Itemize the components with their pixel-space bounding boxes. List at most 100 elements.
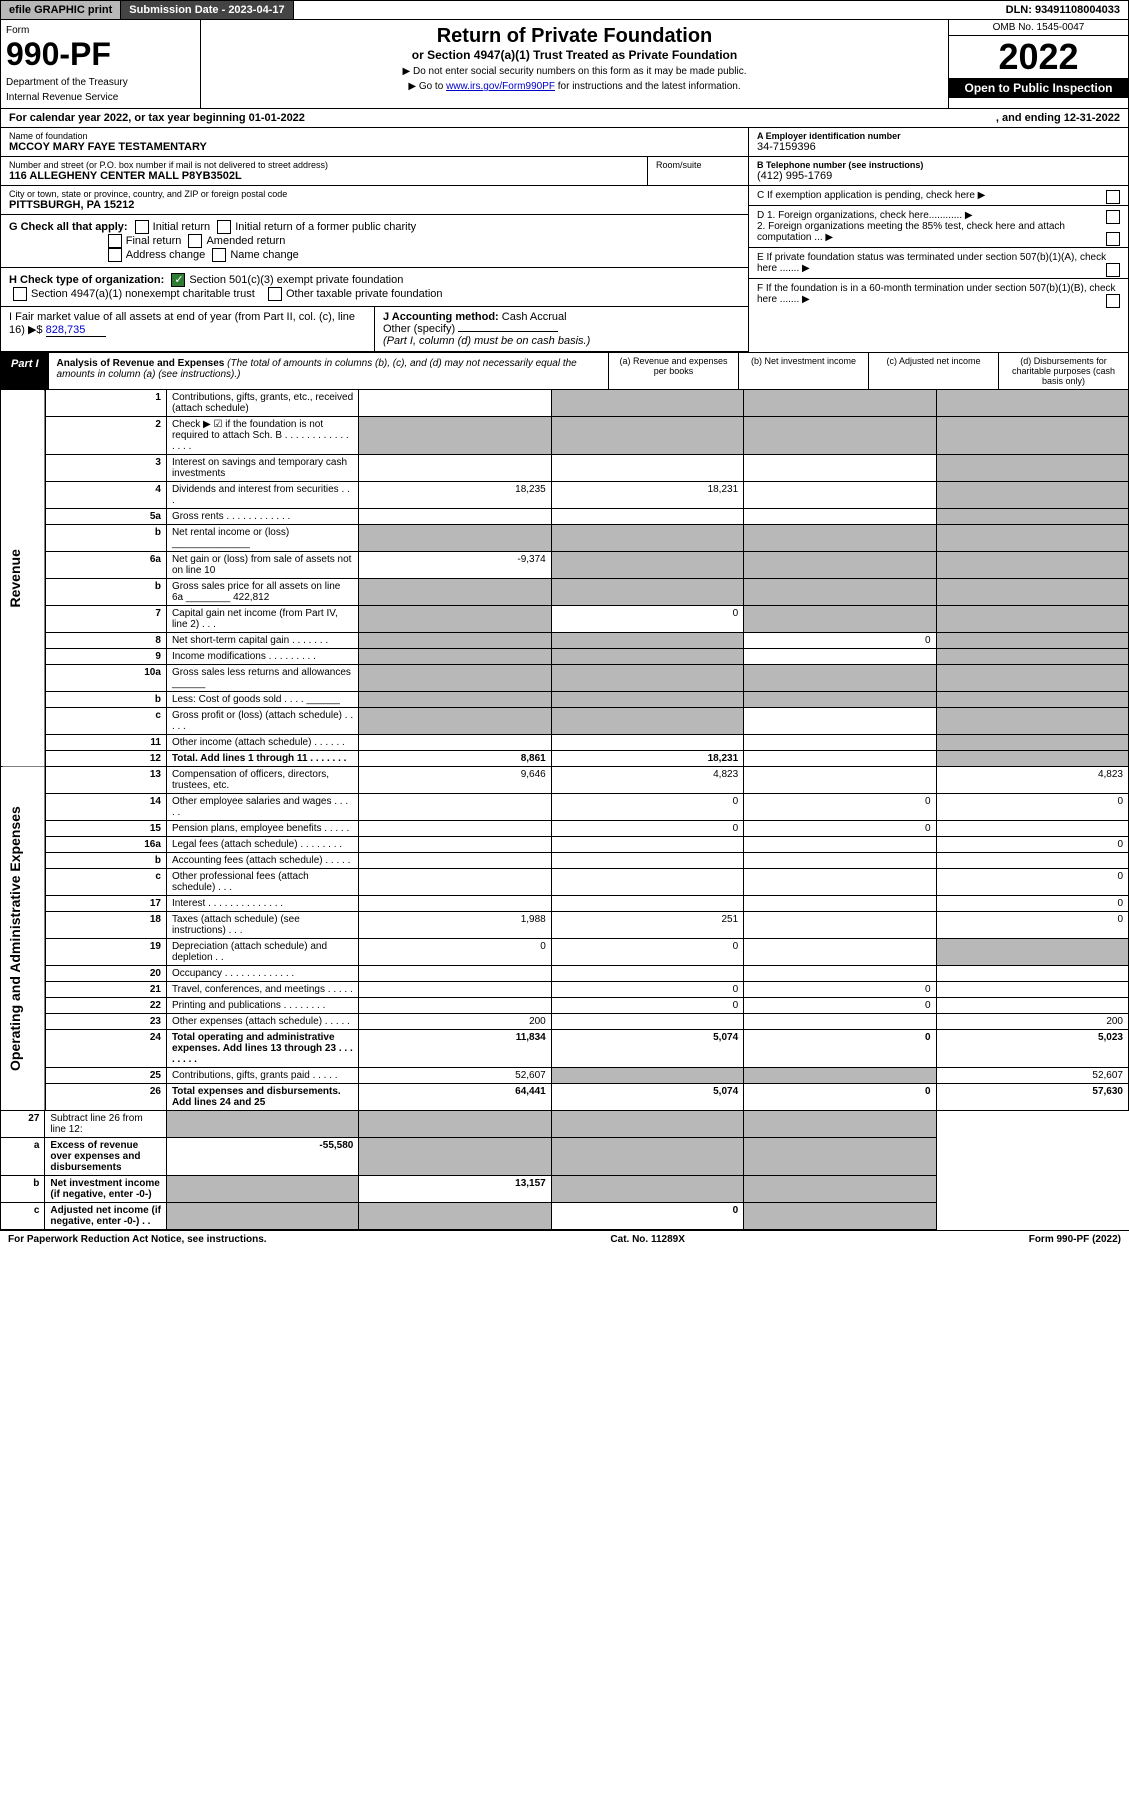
checkbox-other-taxable[interactable] — [268, 287, 282, 301]
line-desc: Capital gain net income (from Part IV, l… — [166, 606, 358, 633]
checkbox-c[interactable] — [1106, 190, 1120, 204]
line-num: c — [45, 708, 167, 735]
cell-value — [744, 853, 936, 869]
line-desc: Gross sales less returns and allowances … — [166, 665, 358, 692]
checkbox-f[interactable] — [1106, 294, 1120, 308]
cell-grey — [359, 708, 551, 735]
submission-date: Submission Date - 2023-04-17 — [121, 1, 293, 19]
line-num: 12 — [45, 751, 167, 767]
line-desc: Gross profit or (loss) (attach schedule)… — [166, 708, 358, 735]
line-num: 15 — [45, 821, 167, 837]
line-desc: Net rental income or (loss) ____________… — [166, 525, 358, 552]
part-tag: Part I — [1, 353, 49, 389]
cell-value: 18,235 — [359, 482, 551, 509]
checkbox-initial-return[interactable] — [135, 220, 149, 234]
checkbox-501c3[interactable] — [171, 273, 185, 287]
col-d-hdr: (d) Disbursements for charitable purpose… — [998, 353, 1128, 389]
cell-grey — [936, 665, 1128, 692]
cell-value — [551, 837, 743, 853]
col-a-hdr: (a) Revenue and expenses per books — [608, 353, 738, 389]
cell-value: 200 — [359, 1014, 551, 1030]
cell-grey — [936, 417, 1128, 455]
checkbox-name-change[interactable] — [212, 248, 226, 262]
cell-value: 0 — [744, 794, 936, 821]
cell-grey — [551, 1068, 743, 1084]
cell-grey — [744, 1138, 936, 1176]
cell-value: 0 — [551, 606, 743, 633]
irs-link[interactable]: www.irs.gov/Form990PF — [446, 81, 555, 92]
line-desc: Subtract line 26 from line 12: — [45, 1111, 167, 1138]
cell-value — [359, 821, 551, 837]
address: 116 ALLEGHENY CENTER MALL P8YB3502L — [9, 170, 639, 182]
form-subtitle: or Section 4947(a)(1) Trust Treated as P… — [206, 48, 943, 62]
line-num: 6a — [45, 552, 167, 579]
checkbox-e[interactable] — [1106, 263, 1120, 277]
cell-grey — [744, 1068, 936, 1084]
cell-value — [936, 998, 1128, 1014]
d2-label: 2. Foreign organizations meeting the 85%… — [757, 221, 1065, 243]
line-num: 1 — [45, 390, 167, 417]
cell-grey — [936, 649, 1128, 665]
tel-value: (412) 995-1769 — [757, 170, 1120, 182]
cell-grey — [936, 735, 1128, 751]
line-desc: Travel, conferences, and meetings . . . … — [166, 982, 358, 998]
line-num: 10a — [45, 665, 167, 692]
col-c-hdr: (c) Adjusted net income — [868, 353, 998, 389]
cell-value: 11,834 — [359, 1030, 551, 1068]
form-label: Form — [6, 25, 195, 36]
cell-grey — [744, 579, 936, 606]
cell-value: 5,074 — [551, 1084, 743, 1111]
cell-grey — [551, 633, 743, 649]
part-title: Analysis of Revenue and Expenses — [57, 358, 225, 369]
cell-value: 4,823 — [936, 767, 1128, 794]
cell-value — [744, 751, 936, 767]
line-num: 13 — [45, 767, 167, 794]
cell-grey — [551, 1176, 743, 1203]
checkbox-d1[interactable] — [1106, 210, 1120, 224]
line-desc: Interest on savings and temporary cash i… — [166, 455, 358, 482]
line-num: b — [1, 1176, 45, 1203]
line-num: 5a — [45, 509, 167, 525]
city-label: City or town, state or province, country… — [9, 189, 740, 199]
section-label: Operating and Administrative Expenses — [1, 767, 45, 1111]
cell-value: 200 — [936, 1014, 1128, 1030]
checkbox-initial-former[interactable] — [217, 220, 231, 234]
cell-value — [359, 982, 551, 998]
cell-value: 0 — [936, 869, 1128, 896]
cell-value — [359, 390, 551, 417]
line-num: c — [1, 1203, 45, 1230]
cal-end: , and ending 12-31-2022 — [996, 112, 1120, 124]
line-num: 27 — [1, 1111, 45, 1138]
line-num: 4 — [45, 482, 167, 509]
cell-grey — [744, 606, 936, 633]
cell-grey — [551, 1111, 743, 1138]
cell-grey — [359, 417, 551, 455]
cell-grey — [744, 1176, 936, 1203]
checkbox-address-change[interactable] — [108, 248, 122, 262]
checkbox-final-return[interactable] — [108, 234, 122, 248]
cell-value — [936, 966, 1128, 982]
checkbox-amended[interactable] — [188, 234, 202, 248]
cell-grey — [936, 633, 1128, 649]
cell-value: 251 — [551, 912, 743, 939]
line-desc: Net investment income (if negative, ente… — [45, 1176, 167, 1203]
cell-value — [551, 1014, 743, 1030]
cell-value — [744, 649, 936, 665]
checkbox-4947[interactable] — [13, 287, 27, 301]
line-desc: Other expenses (attach schedule) . . . .… — [166, 1014, 358, 1030]
efile-label[interactable]: efile GRAPHIC print — [1, 1, 121, 19]
cell-grey — [551, 552, 743, 579]
cell-value: 52,607 — [359, 1068, 551, 1084]
room-label: Room/suite — [656, 160, 740, 170]
irs-label: Internal Revenue Service — [6, 92, 195, 103]
line-num: 25 — [45, 1068, 167, 1084]
form-ref: Form 990-PF (2022) — [1029, 1234, 1121, 1245]
addr-label: Number and street (or P.O. box number if… — [9, 160, 639, 170]
line-num: 8 — [45, 633, 167, 649]
col-b-hdr: (b) Net investment income — [738, 353, 868, 389]
cell-value — [936, 982, 1128, 998]
checkbox-d2[interactable] — [1106, 232, 1120, 246]
line-num: 19 — [45, 939, 167, 966]
cell-value: 0 — [551, 821, 743, 837]
cell-value — [359, 735, 551, 751]
